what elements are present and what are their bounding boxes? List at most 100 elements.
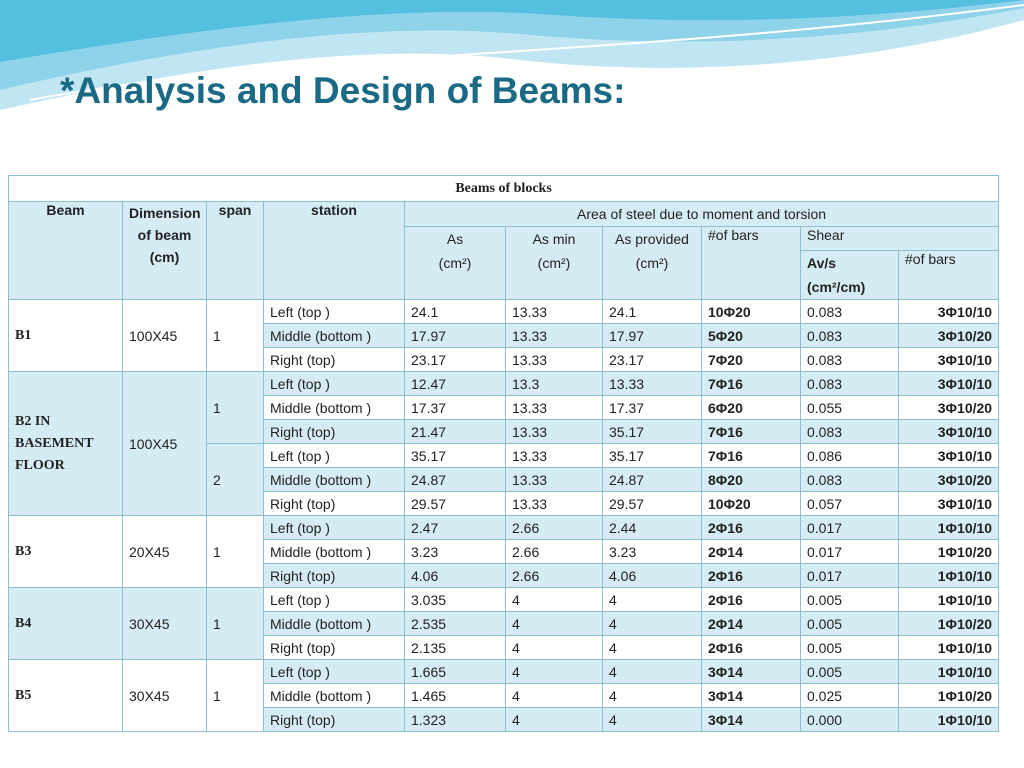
table-cell: 10Φ20: [701, 299, 801, 324]
table-cell: 1Φ10/10: [897, 707, 1000, 732]
table-cell: 0.005: [800, 611, 899, 636]
table-cell: 0.083: [800, 299, 899, 324]
table-cell: Middle (bottom ): [263, 683, 405, 708]
table-cell: 4: [602, 611, 702, 636]
table-cell: Right (top): [263, 707, 405, 732]
table-cell: 3Φ10/10: [897, 299, 1000, 324]
table-cell: 0.083: [800, 347, 899, 372]
table-cell: 0.005: [800, 635, 899, 660]
span: 1: [206, 659, 264, 732]
table-cell: 4.06: [404, 563, 506, 588]
span: 1: [206, 515, 264, 588]
table-cell: 3.035: [404, 587, 506, 612]
table-cell: 3Φ14: [701, 683, 801, 708]
table-cell: 24.1: [404, 299, 506, 324]
table-cell: 8Φ20: [701, 467, 801, 492]
table-cell: 13.33: [505, 299, 603, 324]
table-cell: 3Φ10/20: [897, 467, 1000, 492]
table-cell: 2Φ16: [701, 515, 801, 540]
table-cell: 35.17: [602, 419, 702, 444]
table-cell: 3Φ10/20: [897, 323, 1000, 348]
beam-name: B2 IN BASEMENT FLOOR: [8, 371, 123, 516]
beam-name: B1: [8, 299, 123, 372]
wave-front: [0, 0, 1024, 62]
table-cell: 13.3: [505, 371, 603, 396]
table-cell: 0.083: [800, 467, 899, 492]
table-cell: 13.33: [505, 347, 603, 372]
table-cell: 1Φ10/10: [897, 659, 1000, 684]
table-cell: 35.17: [602, 443, 702, 468]
beam-dimension: 30X45: [122, 659, 207, 732]
table-cell: Middle (bottom ): [263, 539, 405, 564]
table-cell: 2Φ16: [701, 635, 801, 660]
beam-dimension: 100X45: [122, 371, 207, 516]
table-cell: 24.1: [602, 299, 702, 324]
table-cell: 4: [602, 683, 702, 708]
table-cell: 1.465: [404, 683, 506, 708]
table-cell: 2Φ14: [701, 611, 801, 636]
header-cell: span: [206, 201, 264, 300]
table-row: Middle (bottom ) 1.465 4 4 3Φ14 0.025 1Φ10/20: [9, 683, 1000, 708]
table-cell: 0.057: [800, 491, 899, 516]
table-row: B5 30X45 1 Left (top ) 1.665 4 4 3Φ14 0.005 1Φ10/…: [8, 659, 1000, 732]
table-cell: 0.005: [800, 659, 899, 684]
beam-name: B4: [8, 587, 123, 660]
table-cell: 3Φ10/10: [897, 371, 1000, 396]
header-cell: Shear: [799, 226, 1000, 251]
table-row: Right (top) 23.17 13.33 23.17 7Φ20 0.083 3Φ10/…: [9, 347, 1000, 372]
table-cell: 3Φ10/10: [897, 491, 1000, 516]
beam-name: B3: [8, 515, 123, 588]
table-cell: 4: [505, 683, 603, 708]
table-cell: 17.37: [602, 395, 702, 420]
table-cell: 4: [602, 659, 702, 684]
table-cell: 4: [602, 635, 702, 660]
header-cell: As (cm²): [404, 226, 506, 300]
table-row: B3 20X45 1 Left (top ) 2.47 2.66 2.44 2Φ16 0.017…: [8, 515, 1000, 588]
table-cell: 17.37: [404, 395, 506, 420]
table-cell: Right (top): [263, 347, 405, 372]
table-cell: 13.33: [602, 371, 702, 396]
table-cell: 12.47: [404, 371, 506, 396]
beam-dimension: 100X45: [122, 299, 207, 372]
table-cell: 2.66: [505, 539, 603, 564]
table-cell: 0.083: [800, 323, 899, 348]
table-cell: Left (top ): [263, 515, 405, 540]
span: 2: [206, 443, 264, 516]
table-cell: 4: [505, 611, 603, 636]
beam-dimension: 30X45: [122, 587, 207, 660]
header-cell: Area of steel due to moment and torsion: [403, 201, 1000, 227]
table-cell: 3.23: [602, 539, 702, 564]
table-cell: 17.97: [602, 323, 702, 348]
table-row: Right (top) 29.57 13.33 29.57 10Φ20 0.057 3Φ10…: [9, 491, 1000, 516]
table-cell: 3Φ10/20: [897, 395, 1000, 420]
table-cell: 2Φ14: [701, 539, 801, 564]
table-cell: 35.17: [404, 443, 506, 468]
table-cell: 5Φ20: [701, 323, 801, 348]
table-cell: 4.06: [602, 563, 702, 588]
table-row: Right (top) 1.323 4 4 3Φ14 0.000 1Φ10/10: [9, 707, 1000, 732]
table-cell: 29.57: [602, 491, 702, 516]
header-cell: #of bars: [897, 250, 1000, 300]
table-cell: 4: [505, 707, 603, 732]
header-waves: [0, 0, 1024, 110]
table-cell: 1Φ10/20: [897, 683, 1000, 708]
table-cell: 13.33: [505, 467, 603, 492]
table-cell: 21.47: [404, 419, 506, 444]
table-row: Middle (bottom ) 17.97 13.33 17.97 5Φ20 0.083…: [9, 323, 1000, 348]
wave-line: [29, 4, 1024, 101]
table-cell: 3.23: [404, 539, 506, 564]
table-row: Right (top) 2.135 4 4 2Φ16 0.005 1Φ10/10: [9, 635, 1000, 660]
table-cell: 2.135: [404, 635, 506, 660]
table-cell: 1Φ10/10: [897, 635, 1000, 660]
table-cell: 1Φ10/10: [897, 563, 1000, 588]
table-cell: 1Φ10/10: [897, 515, 1000, 540]
table-cell: 0.086: [800, 443, 899, 468]
table-cell: Right (top): [263, 563, 405, 588]
table-cell: Right (top): [263, 419, 405, 444]
span: 1: [206, 371, 264, 444]
table-cell: Left (top ): [263, 659, 405, 684]
table-cell: 3Φ10/10: [897, 347, 1000, 372]
table-cell: Middle (bottom ): [263, 467, 405, 492]
table-cell: 1.665: [404, 659, 506, 684]
table-row: B1 100X45 1 Left (top ) 24.1 13.33 24.1 10Φ20 0.…: [8, 299, 1000, 372]
